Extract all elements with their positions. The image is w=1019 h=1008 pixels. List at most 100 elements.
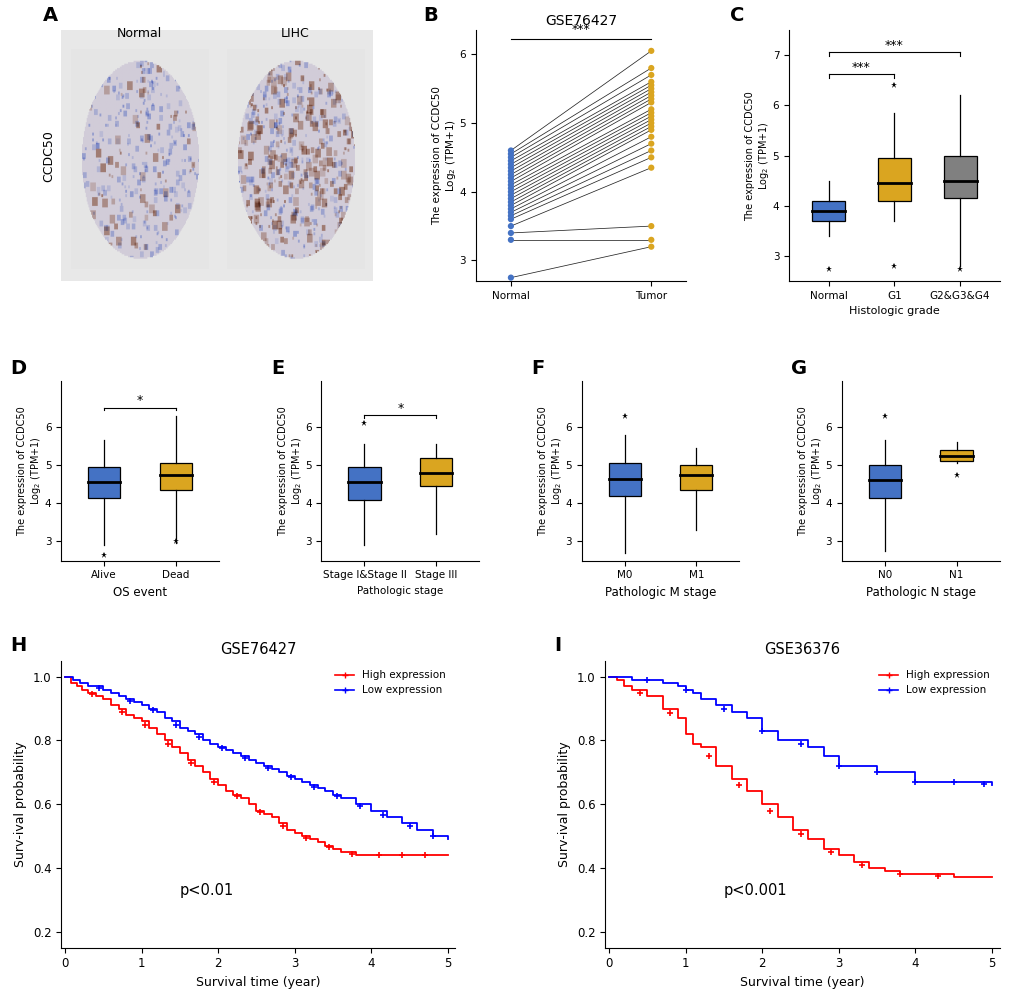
FancyBboxPatch shape — [680, 466, 712, 490]
Point — [502, 187, 519, 204]
Text: I: I — [553, 636, 560, 655]
Point — [643, 59, 659, 76]
FancyBboxPatch shape — [943, 155, 975, 199]
Low expression — [326, 788, 338, 800]
Low expression — [908, 766, 920, 778]
Point — [502, 205, 519, 221]
Low expression — [641, 674, 653, 686]
Point — [502, 159, 519, 175]
Line: Low expression: Low expression — [65, 676, 447, 840]
X-axis label: Pathologic N stage: Pathologic N stage — [865, 586, 975, 599]
FancyBboxPatch shape — [608, 464, 640, 496]
Low expression — [870, 766, 882, 778]
Point — [502, 211, 519, 227]
Point — [502, 142, 519, 158]
FancyBboxPatch shape — [877, 158, 910, 201]
FancyBboxPatch shape — [420, 458, 451, 486]
FancyBboxPatch shape — [868, 466, 900, 498]
FancyBboxPatch shape — [88, 467, 120, 498]
Y-axis label: Surv­ival probability: Surv­ival probability — [14, 741, 28, 867]
Point — [643, 112, 659, 128]
Text: E: E — [271, 359, 284, 378]
High expression — [59, 670, 71, 682]
Low expression — [672, 680, 684, 692]
Line: Low expression: Low expression — [608, 676, 990, 785]
Low expression — [618, 670, 630, 682]
Point — [502, 163, 519, 179]
Point — [643, 118, 659, 134]
Text: LIHC: LIHC — [280, 26, 309, 39]
Point — [502, 180, 519, 197]
Point — [643, 91, 659, 107]
Low expression — [709, 700, 721, 712]
Point — [502, 225, 519, 241]
Point — [643, 88, 659, 104]
High expression — [984, 871, 997, 883]
X-axis label: Histologic grade: Histologic grade — [848, 306, 938, 317]
Point — [643, 122, 659, 138]
Point — [643, 95, 659, 111]
Point — [643, 74, 659, 90]
High expression — [947, 871, 959, 883]
High expression — [380, 849, 392, 861]
Y-axis label: Surv­ival probability: Surv­ival probability — [557, 741, 571, 867]
Point — [502, 156, 519, 172]
Text: D: D — [11, 359, 26, 378]
High expression — [816, 834, 828, 846]
Low expression — [694, 686, 706, 699]
Low expression — [687, 686, 699, 699]
Point — [502, 183, 519, 200]
X-axis label: Survival time (year): Survival time (year) — [740, 976, 864, 989]
Point — [643, 149, 659, 165]
Low expression — [679, 683, 691, 696]
Low expression — [801, 741, 813, 753]
Point — [502, 176, 519, 193]
Y-axis label: The expression of CCDC50
Log$_2$ (TPM+1): The expression of CCDC50 Log$_2$ (TPM+1) — [17, 406, 44, 536]
Text: F: F — [531, 359, 544, 378]
Point — [502, 194, 519, 210]
Point — [643, 101, 659, 117]
Point — [643, 135, 659, 151]
X-axis label: Survival time (year): Survival time (year) — [196, 976, 320, 989]
Text: Normal: Normal — [116, 26, 162, 39]
Point — [502, 173, 519, 190]
Point — [502, 232, 519, 248]
Low expression — [740, 706, 752, 718]
Title: GSE36376: GSE36376 — [763, 642, 840, 657]
Low expression — [770, 725, 783, 737]
High expression — [602, 670, 614, 682]
Low expression — [602, 670, 614, 682]
Point — [502, 149, 519, 165]
Low expression — [908, 776, 920, 788]
Y-axis label: The expression of CCDC50
Log$_2$ (TPM+1): The expression of CCDC50 Log$_2$ (TPM+1) — [537, 406, 564, 536]
Point — [502, 269, 519, 285]
Text: B: B — [423, 6, 437, 25]
Point — [643, 232, 659, 248]
Point — [643, 218, 659, 234]
Low expression — [441, 834, 453, 846]
Point — [643, 81, 659, 97]
High expression — [227, 785, 239, 797]
Point — [502, 198, 519, 214]
Low expression — [740, 712, 752, 724]
Line: High expression: High expression — [65, 676, 447, 855]
Point — [643, 105, 659, 121]
Low expression — [832, 760, 844, 772]
Text: G: G — [791, 359, 807, 378]
Legend: High expression, Low expression: High expression, Low expression — [874, 666, 994, 700]
Point — [502, 166, 519, 182]
Low expression — [725, 700, 737, 712]
X-axis label: Pathologic M stage: Pathologic M stage — [604, 586, 715, 599]
Point — [502, 146, 519, 162]
Low expression — [158, 706, 170, 718]
Low expression — [786, 735, 798, 747]
High expression — [90, 686, 102, 699]
Y-axis label: The expression of CCDC50
Log$_2$ (TPM+1): The expression of CCDC50 Log$_2$ (TPM+1) — [745, 91, 770, 221]
Text: H: H — [10, 636, 26, 655]
Y-axis label: CCDC50: CCDC50 — [43, 130, 56, 181]
X-axis label: OS event: OS event — [113, 586, 167, 599]
Point — [643, 159, 659, 175]
High expression — [441, 849, 453, 861]
Low expression — [626, 670, 638, 682]
FancyBboxPatch shape — [940, 450, 972, 462]
